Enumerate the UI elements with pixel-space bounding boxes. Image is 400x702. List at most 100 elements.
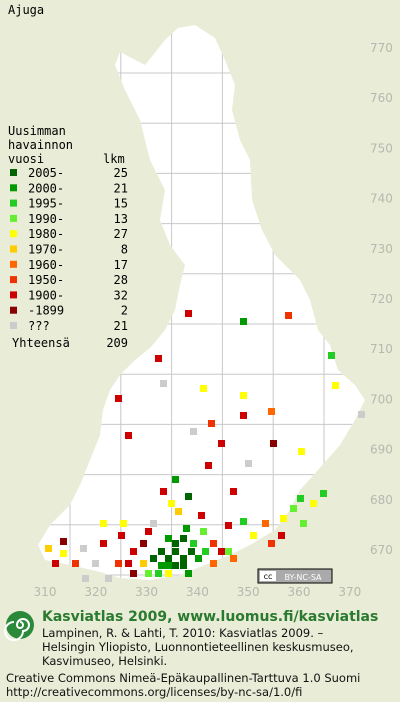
legend-count: 15 — [114, 197, 128, 211]
observation — [208, 420, 215, 427]
observation — [290, 505, 297, 512]
legend-count: 27 — [114, 227, 128, 241]
y-label: 680 — [370, 493, 393, 507]
observation — [310, 500, 317, 507]
observation — [60, 538, 67, 545]
legend-label: 2005- — [28, 166, 64, 180]
legend-swatch — [10, 322, 17, 329]
legend-count-header: lkm — [103, 152, 125, 166]
observation — [155, 355, 162, 362]
observation — [358, 411, 365, 418]
legend-count: 32 — [114, 288, 128, 302]
observation — [52, 560, 59, 567]
legend-label: ??? — [28, 319, 50, 333]
legend-header: havainnon — [8, 138, 73, 152]
legend-label: 2000- — [28, 181, 64, 195]
observation — [240, 392, 247, 399]
observation — [72, 560, 79, 567]
observation — [190, 540, 197, 547]
y-label: 720 — [370, 292, 393, 306]
observation — [172, 562, 179, 569]
total: 209 — [106, 336, 128, 350]
observation — [183, 525, 190, 532]
x-label: 330 — [135, 585, 158, 599]
observation — [100, 520, 107, 527]
cc-badge: cc BY-NC-SA — [257, 568, 333, 584]
observation — [200, 528, 207, 535]
observation — [82, 575, 89, 582]
observation — [218, 548, 225, 555]
observation — [125, 560, 132, 567]
observation — [240, 412, 247, 419]
observation — [285, 312, 292, 319]
observation — [185, 493, 192, 500]
observation — [140, 540, 147, 547]
observation — [180, 555, 187, 562]
observation — [210, 540, 217, 547]
legend-label: 1995- — [28, 197, 64, 211]
legend-swatch — [10, 169, 17, 176]
legend-swatch — [10, 260, 17, 268]
observation — [195, 555, 202, 562]
observation — [145, 570, 152, 577]
observation — [230, 555, 237, 562]
citation: Lampinen, R. & Lahti, T. 2010: Kasviatla… — [42, 626, 324, 640]
legend-label: 1900- — [28, 288, 64, 302]
observation — [225, 522, 232, 529]
legend-swatch — [10, 276, 17, 284]
observation — [270, 440, 277, 447]
observation — [155, 570, 162, 577]
observation — [172, 540, 179, 547]
citation: Kasvimuseo, Helsinki. — [42, 654, 167, 668]
observation — [140, 560, 147, 567]
x-label: 360 — [288, 585, 311, 599]
x-label: 340 — [186, 585, 209, 599]
legend-label: 1950- — [28, 273, 64, 287]
observations — [45, 310, 365, 582]
legend-swatch — [10, 230, 17, 238]
observation — [188, 548, 195, 555]
legend-swatch — [10, 199, 17, 207]
y-label: 730 — [370, 242, 393, 256]
legend-swatch — [10, 306, 17, 314]
observation — [160, 488, 167, 495]
observation — [297, 495, 304, 502]
observation — [202, 548, 209, 555]
observation — [218, 440, 225, 447]
observation — [165, 555, 172, 562]
total-label: Yhteensä — [12, 336, 70, 350]
legend-header: vuosi — [8, 152, 44, 166]
observation — [250, 532, 257, 539]
legend-label: -1899 — [28, 304, 64, 318]
observation — [245, 460, 252, 467]
observation — [165, 562, 172, 569]
observation — [328, 352, 335, 359]
observation — [332, 382, 339, 389]
observation — [185, 570, 192, 577]
legend-header: Uusimman — [8, 124, 66, 138]
observation — [240, 318, 247, 325]
cc-text: cc — [264, 572, 273, 581]
observation — [190, 428, 197, 435]
observation — [180, 535, 187, 542]
legend-label: 1960- — [28, 258, 64, 272]
observation — [45, 545, 52, 552]
license: Creative Commons Nimeä-Epäkaupallinen-Ta… — [6, 671, 360, 685]
y-label: 670 — [370, 543, 393, 557]
brand: Kasviatlas 2009, www.luomus.fi/kasviatla… — [42, 609, 378, 625]
observation — [200, 385, 207, 392]
observation — [320, 490, 327, 497]
x-label: 350 — [237, 585, 260, 599]
legend-count: 28 — [114, 273, 128, 287]
legend-count: 17 — [114, 258, 128, 272]
observation — [185, 310, 192, 317]
observation — [225, 548, 232, 555]
observation — [205, 462, 212, 469]
y-label: 740 — [370, 192, 393, 206]
legend-label: 1970- — [28, 243, 64, 257]
observation — [268, 408, 275, 415]
y-label: 690 — [370, 443, 393, 457]
observation — [158, 562, 165, 569]
